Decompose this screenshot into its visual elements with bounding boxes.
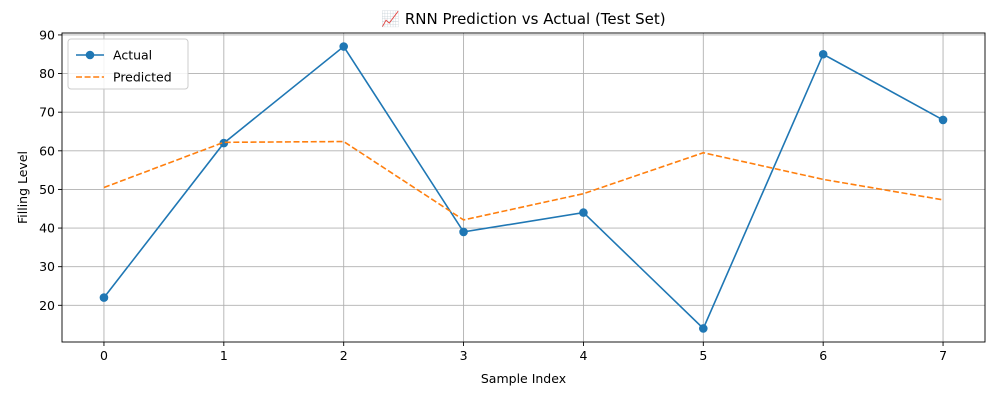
y-tick-label: 70 [39, 105, 55, 120]
y-tick-label: 30 [39, 259, 55, 274]
data-point-actual [219, 138, 229, 148]
legend-marker-actual [85, 50, 95, 60]
grid [62, 33, 985, 342]
legend-entry-predicted: Predicted [113, 70, 172, 85]
y-tick-label: 50 [39, 182, 55, 197]
x-tick-label: 6 [819, 348, 827, 363]
data-point-actual [699, 324, 708, 333]
data-point-actual [938, 115, 948, 125]
data-point-actual [459, 227, 468, 237]
y-tick-label: 80 [39, 66, 55, 81]
y-tick-label: 90 [39, 27, 55, 42]
y-tick-label: 20 [39, 298, 55, 313]
x-tick-label: 0 [100, 348, 108, 363]
data-point-actual [579, 208, 588, 217]
y-axis-ticks: 20 30 40 50 60 70 80 90 [39, 27, 62, 313]
x-tick-label: 2 [340, 348, 348, 363]
legend-entry-actual: Actual [113, 48, 152, 63]
data-point-actual [339, 42, 348, 51]
x-axis-ticks: 0 1 2 3 4 5 6 7 [100, 342, 947, 363]
legend: Actual Predicted [67, 38, 189, 90]
plot-frame [61, 32, 986, 343]
y-tick-label: 40 [39, 221, 55, 236]
series-line-predicted [103, 140, 944, 221]
chart-title: 📈 RNN Prediction vs Actual (Test Set) [381, 10, 665, 28]
y-tick-label: 60 [39, 143, 55, 158]
x-tick-label: 4 [579, 348, 587, 363]
x-tick-label: 7 [939, 348, 947, 363]
x-axis-label: Sample Index [481, 371, 566, 386]
x-tick-label: 5 [699, 348, 707, 363]
data-point-actual [99, 293, 109, 302]
y-axis-label: Filling Level [15, 151, 30, 224]
x-tick-label: 1 [220, 348, 228, 363]
series-line-actual [103, 45, 944, 330]
x-tick-label: 3 [460, 348, 468, 363]
series-layer [99, 42, 948, 333]
data-point-actual [818, 49, 828, 59]
